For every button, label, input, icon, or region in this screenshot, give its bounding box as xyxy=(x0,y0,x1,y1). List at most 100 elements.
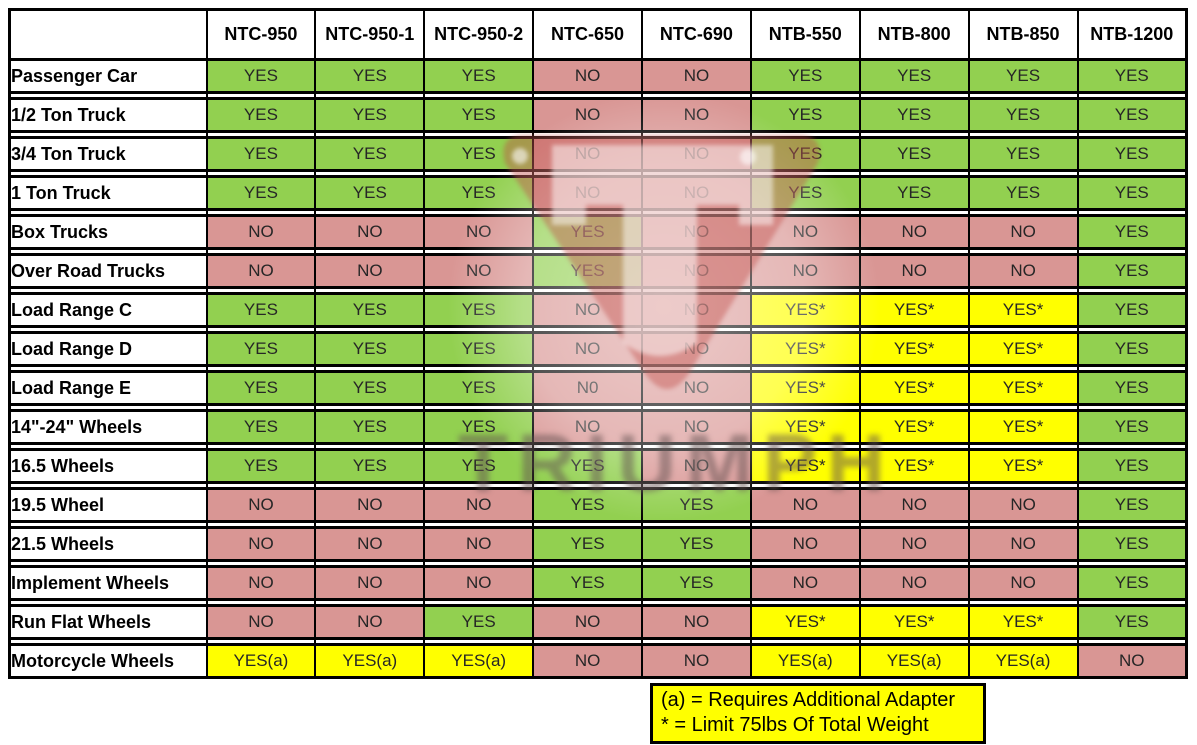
spacer-cell xyxy=(423,559,535,568)
value-cell: N0 xyxy=(532,370,643,406)
value-cell: YES xyxy=(532,448,643,484)
spacer-cell xyxy=(641,559,752,568)
legend-adapter-note: (a) = Requires Additional Adapter xyxy=(661,689,956,711)
value-cell: NO xyxy=(532,97,643,133)
spacer-cell xyxy=(314,364,426,373)
spacer-cell xyxy=(1076,637,1188,646)
compatibility-table: NTC-950 NTC-950-1 NTC-950-2 NTC-650 NTC-690 N… xyxy=(8,8,1188,679)
table-row: Implement Wheels NO NO NO YES YES NO NO NO YES xyxy=(8,565,1188,601)
value-cell: NO xyxy=(967,253,1079,289)
spacer-cell xyxy=(205,169,317,178)
value-cell: YES xyxy=(641,487,752,523)
spacer-cell xyxy=(1076,559,1188,568)
spacer-cell xyxy=(8,286,208,295)
spacer-cell xyxy=(423,637,535,646)
value-cell: NO xyxy=(749,253,861,289)
value-cell: NO xyxy=(967,487,1079,523)
spacer-cell xyxy=(858,598,970,607)
spacer-cell xyxy=(1076,286,1188,295)
spacer-cell xyxy=(314,598,426,607)
value-cell: NO xyxy=(858,526,970,562)
value-cell: YES xyxy=(205,97,317,133)
table-row: 21.5 Wheels NO NO NO YES YES NO NO NO YES xyxy=(8,526,1188,562)
value-cell: YES(a) xyxy=(423,643,535,679)
value-cell: YES* xyxy=(967,331,1079,367)
spacer-cell xyxy=(1076,520,1188,529)
row-label: 3/4 Ton Truck xyxy=(8,136,208,172)
spacer-cell xyxy=(205,637,317,646)
value-cell: NO xyxy=(423,214,535,250)
spacer-cell xyxy=(1076,364,1188,373)
spacer-cell xyxy=(1076,598,1188,607)
value-cell: NO xyxy=(641,175,752,211)
spacer-cell xyxy=(314,637,426,646)
spacer-cell xyxy=(8,91,208,100)
value-cell: YES* xyxy=(967,409,1079,445)
table-row: Over Road Trucks NO NO NO YES NO NO NO NO YES xyxy=(8,253,1188,289)
spacer-cell xyxy=(532,598,643,607)
value-cell: YES xyxy=(314,58,426,94)
value-cell: YES xyxy=(967,136,1079,172)
row-label: 1 Ton Truck xyxy=(8,175,208,211)
value-cell: NO xyxy=(749,565,861,601)
table-row: Load Range C YES YES YES NO NO YES* YES* YES* YES xyxy=(8,292,1188,328)
spacer-cell xyxy=(8,598,208,607)
spacer-cell xyxy=(749,598,861,607)
value-cell: NO xyxy=(205,253,317,289)
value-cell: YES xyxy=(205,175,317,211)
value-cell: NO xyxy=(641,97,752,133)
spacer-cell xyxy=(1076,130,1188,139)
column-header-ntb-850: NTB-850 xyxy=(967,8,1079,61)
value-cell: NO xyxy=(532,331,643,367)
value-cell: NO xyxy=(532,292,643,328)
value-cell: YES xyxy=(205,448,317,484)
table-row: 14"-24" Wheels YES YES YES NO NO YES* YES* YES* Y… xyxy=(8,409,1188,445)
spacer-cell xyxy=(205,91,317,100)
table-row: 1 Ton Truck YES YES YES NO NO YES YES YES YES xyxy=(8,175,1188,211)
value-cell: YES* xyxy=(749,448,861,484)
value-cell: NO xyxy=(858,253,970,289)
spacer-cell xyxy=(205,247,317,256)
spacer-cell xyxy=(641,598,752,607)
value-cell: NO xyxy=(314,526,426,562)
column-header-ntb-550: NTB-550 xyxy=(749,8,861,61)
spacer-cell xyxy=(967,520,1079,529)
value-cell: NO xyxy=(858,487,970,523)
value-cell: YES* xyxy=(967,448,1079,484)
value-cell: NO xyxy=(205,526,317,562)
value-cell: YES xyxy=(1076,487,1188,523)
row-label: Motorcycle Wheels xyxy=(8,643,208,679)
spacer-cell xyxy=(1076,169,1188,178)
value-cell: NO xyxy=(967,526,1079,562)
value-cell: NO xyxy=(641,331,752,367)
value-cell: YES xyxy=(1076,136,1188,172)
value-cell: YES xyxy=(858,97,970,133)
value-cell: NO xyxy=(641,604,752,640)
row-label: 21.5 Wheels xyxy=(8,526,208,562)
spacer-cell xyxy=(8,130,208,139)
value-cell: NO xyxy=(423,526,535,562)
row-label: Load Range C xyxy=(8,292,208,328)
value-cell: YES xyxy=(1076,214,1188,250)
spacer-cell xyxy=(967,403,1079,412)
table-row: Box Trucks NO NO NO YES NO NO NO NO YES xyxy=(8,214,1188,250)
table-row: Load Range E YES YES YES N0 NO YES* YES* YES* YES xyxy=(8,370,1188,406)
spacer-cell xyxy=(532,637,643,646)
row-label: Load Range D xyxy=(8,331,208,367)
spacer-cell xyxy=(1076,91,1188,100)
spacer-cell xyxy=(749,637,861,646)
column-header-ntc-650: NTC-650 xyxy=(532,8,643,61)
value-cell: YES xyxy=(641,526,752,562)
value-cell: NO xyxy=(641,136,752,172)
value-cell: YES xyxy=(314,97,426,133)
value-cell: NO xyxy=(641,409,752,445)
value-cell: NO xyxy=(641,448,752,484)
spacer-row xyxy=(8,637,1188,646)
value-cell: NO xyxy=(314,214,426,250)
spacer-cell xyxy=(1076,325,1188,334)
spacer-cell xyxy=(967,637,1079,646)
value-cell: YES(a) xyxy=(314,643,426,679)
row-label: Passenger Car xyxy=(8,58,208,94)
value-cell: NO xyxy=(641,643,752,679)
value-cell: NO xyxy=(532,643,643,679)
